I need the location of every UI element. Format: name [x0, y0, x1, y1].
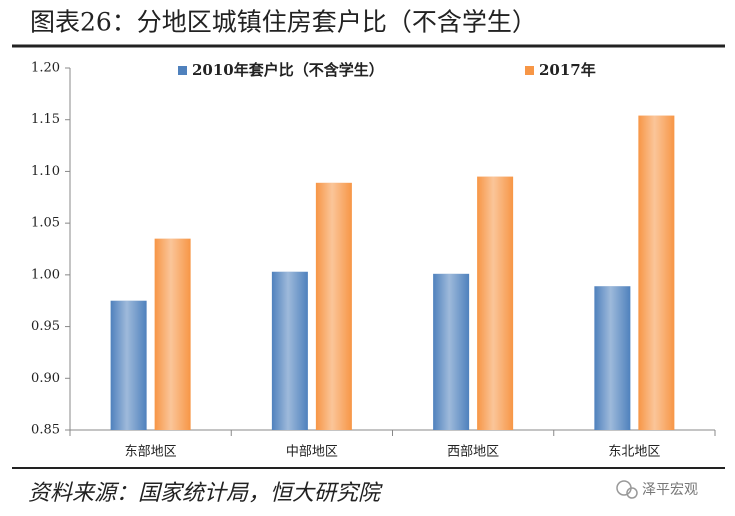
y-tick-label: 1.00	[31, 267, 60, 282]
bar-shine	[638, 115, 675, 430]
bar-shine	[594, 286, 631, 430]
y-tick-label: 0.90	[31, 371, 60, 386]
bar-shine	[154, 238, 191, 430]
x-tick-label: 中部地区	[286, 445, 338, 460]
chart-title: 图表26：分地区城镇住房套户比（不含学生）	[30, 8, 537, 37]
bar-shine	[315, 182, 352, 430]
bar-shine	[477, 176, 514, 430]
legend-label: 2010年套户比（不含学生）	[192, 61, 384, 79]
bar-shine	[271, 271, 308, 430]
x-tick-label: 西部地区	[447, 445, 499, 460]
legend-swatch	[178, 66, 187, 75]
bar-shine	[433, 273, 470, 430]
legend-swatch	[525, 66, 534, 75]
legend-label: 2017年	[539, 61, 596, 79]
x-tick-label: 东北地区	[608, 445, 660, 460]
x-tick-label: 东部地区	[125, 445, 177, 460]
y-tick-label: 0.85	[31, 423, 60, 438]
watermark: 泽平宏观	[642, 482, 698, 498]
watermark-icon	[616, 480, 638, 499]
y-tick-label: 1.05	[31, 216, 60, 231]
source-note: 资料来源：国家统计局，恒大研究院	[28, 481, 383, 506]
bar-shine	[110, 300, 147, 430]
y-tick-label: 1.15	[31, 112, 60, 127]
y-tick-label: 0.95	[31, 319, 60, 334]
y-tick-label: 1.20	[31, 61, 60, 76]
y-tick-label: 1.10	[31, 164, 60, 179]
